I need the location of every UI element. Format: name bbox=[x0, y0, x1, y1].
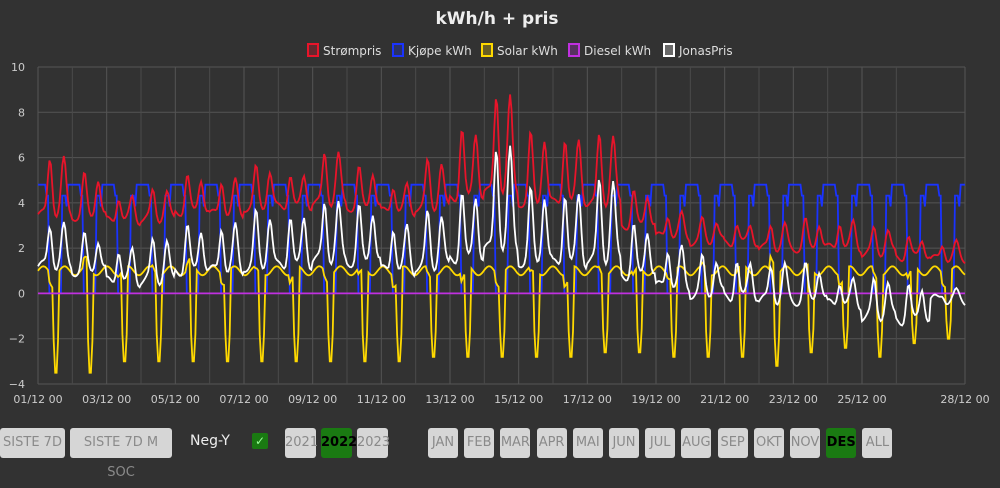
legend: Strømpris Kjøpe kWh Solar kWh Diesel kWh Jon… bbox=[307, 43, 733, 58]
legend-item-1[interactable]: Kjøpe kWh bbox=[392, 43, 472, 58]
month-button-sep[interactable]: SEP bbox=[717, 428, 748, 458]
legend-swatch bbox=[663, 43, 675, 57]
year-button-2023[interactable]: 2023 bbox=[357, 428, 390, 458]
legend-label: JonasPris bbox=[678, 44, 733, 58]
x-tick-label: 03/12 00 bbox=[82, 393, 131, 406]
month-button-okt[interactable]: OKT bbox=[753, 428, 784, 458]
month-button-jun[interactable]: JUN bbox=[609, 428, 639, 458]
legend-label: Diesel kWh bbox=[584, 44, 651, 58]
y-tick-label: 8 bbox=[18, 106, 25, 119]
legend-swatch bbox=[307, 43, 319, 57]
neg-y-label: Neg-Y bbox=[190, 433, 230, 449]
month-button-mar[interactable]: MAR bbox=[500, 428, 531, 458]
x-tick-label: 28/12 00 bbox=[940, 393, 989, 406]
year-button-2022[interactable]: 2022 bbox=[321, 428, 357, 458]
x-tick-label: 07/12 00 bbox=[219, 393, 268, 406]
x-tick-label: 09/12 00 bbox=[288, 393, 337, 406]
month-button-des[interactable]: DES bbox=[826, 428, 857, 458]
legend-label: Solar kWh bbox=[497, 44, 558, 58]
siste-7d-m-soc-button[interactable]: SISTE 7D M SOC bbox=[70, 428, 172, 480]
x-tick-label: 01/12 00 bbox=[13, 393, 62, 406]
y-tick-label: 4 bbox=[18, 197, 25, 210]
y-tick-label: −4 bbox=[9, 378, 25, 391]
neg-y-checkbox[interactable]: ✓ bbox=[252, 433, 268, 449]
legend-swatch bbox=[481, 43, 493, 57]
chart-title: kWh/h + pris bbox=[435, 9, 558, 29]
legend-item-2[interactable]: Solar kWh bbox=[481, 43, 558, 58]
y-tick-label: 0 bbox=[18, 287, 25, 300]
siste-7d-button[interactable]: SISTE 7D bbox=[0, 428, 65, 458]
legend-item-4[interactable]: JonasPris bbox=[663, 43, 733, 58]
series bbox=[37, 94, 966, 374]
series-strompris bbox=[37, 94, 966, 265]
month-button-mai[interactable]: MAI bbox=[572, 428, 603, 458]
series-solar-kwh bbox=[37, 252, 966, 374]
month-button-jan[interactable]: JAN bbox=[428, 428, 458, 458]
legend-swatch bbox=[392, 43, 404, 57]
x-tick-label: 19/12 00 bbox=[631, 393, 680, 406]
line-chart: kWh/h + pris Strømpris Kjøpe kWh Solar kWh… bbox=[9, 9, 990, 406]
month-button-all[interactable]: ALL bbox=[862, 428, 893, 458]
legend-label: Kjøpe kWh bbox=[408, 44, 472, 58]
legend-item-0[interactable]: Strømpris bbox=[307, 43, 381, 58]
x-tick-label: 25/12 00 bbox=[837, 393, 886, 406]
y-tick-label: 2 bbox=[18, 242, 25, 255]
year-button-2021[interactable]: 2021 bbox=[285, 428, 318, 458]
controls-bar: SISTE 7D SISTE 7D M SOC Neg-Y ✓ 2021 2022… bbox=[0, 428, 1000, 480]
x-tick-label: 17/12 00 bbox=[563, 393, 612, 406]
month-button-nov[interactable]: NOV bbox=[790, 428, 820, 458]
x-tick-label: 05/12 00 bbox=[151, 393, 200, 406]
month-button-apr[interactable]: APR bbox=[536, 428, 567, 458]
x-tick-label: 15/12 00 bbox=[494, 393, 543, 406]
series-jonaspris bbox=[37, 145, 966, 327]
y-tick-label: 6 bbox=[18, 152, 25, 165]
month-button-jul[interactable]: JUL bbox=[645, 428, 676, 458]
legend-swatch bbox=[568, 43, 580, 57]
y-tick-label: 10 bbox=[11, 61, 25, 74]
month-button-feb[interactable]: FEB bbox=[464, 428, 495, 458]
x-tick-label: 23/12 00 bbox=[769, 393, 818, 406]
x-tick-label: 13/12 00 bbox=[425, 393, 474, 406]
month-button-aug[interactable]: AUG bbox=[681, 428, 712, 458]
x-tick-label: 21/12 00 bbox=[700, 393, 749, 406]
x-tick-label: 11/12 00 bbox=[357, 393, 406, 406]
y-tick-label: −2 bbox=[9, 333, 25, 346]
legend-label: Strømpris bbox=[323, 44, 381, 58]
legend-item-3[interactable]: Diesel kWh bbox=[568, 43, 651, 58]
